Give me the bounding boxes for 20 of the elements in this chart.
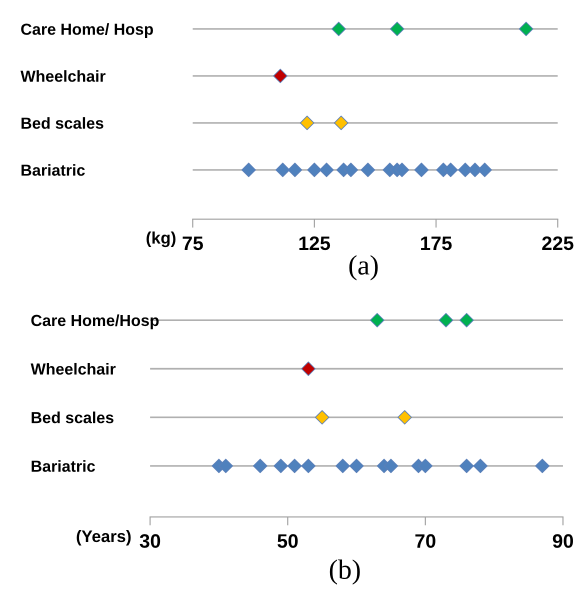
- x-axis-title: (kg): [146, 232, 176, 248]
- y-tick-label: Bed scales: [22, 117, 104, 129]
- x-tick-label: 75: [182, 236, 203, 250]
- text: (a): [349, 255, 378, 280]
- y-tick-label: Bed scales: [32, 412, 114, 424]
- y-tick-label: Care Home/ Hosp: [21, 23, 153, 38]
- x-tick-label: 90: [552, 534, 573, 548]
- x-tick-label: 70: [415, 534, 436, 548]
- y-tick-label: Bariatric: [32, 460, 95, 472]
- y-tick-label: Care Home/Hosp: [31, 314, 159, 330]
- x-tick-label: 175: [421, 236, 452, 250]
- x-tick-label: 30: [140, 534, 160, 548]
- x-tick-label: 125: [299, 236, 330, 250]
- y-tick-label: Wheelchair: [20, 70, 106, 82]
- y-tick-label: Bariatric: [22, 164, 85, 176]
- x-tick-label: 50: [278, 534, 298, 548]
- y-tick-label: Wheelchair: [30, 362, 116, 375]
- text: (b): [330, 559, 360, 585]
- x-tick-label: 225: [542, 236, 574, 250]
- x-axis-title: (Years): [76, 530, 131, 546]
